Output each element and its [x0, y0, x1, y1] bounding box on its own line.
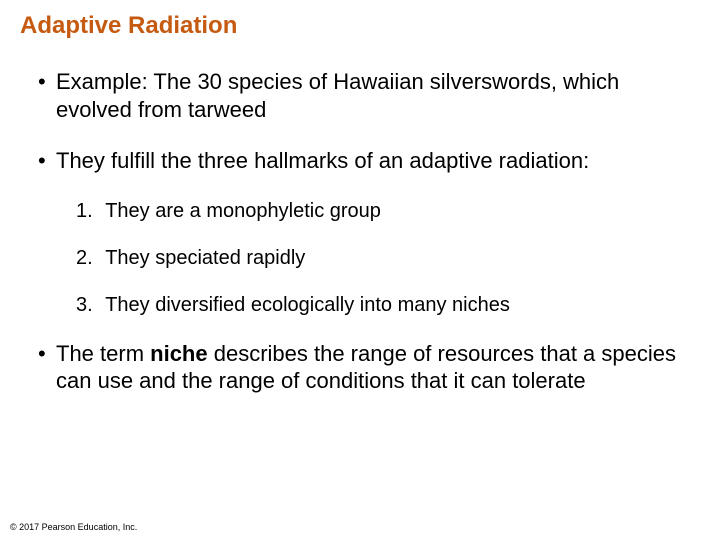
numbered-text: They diversified ecologically into many …: [105, 294, 510, 316]
numbered-item-3: 3. They diversified ecologically into ma…: [76, 293, 700, 318]
numbered-text: They are a monophyletic group: [105, 200, 381, 222]
bullet-hallmarks: They fulfill the three hallmarks of an a…: [38, 147, 700, 175]
niche-bold: niche: [150, 341, 207, 366]
numbered-item-1: 1. They are a monophyletic group: [76, 199, 700, 224]
numbered-text: They speciated rapidly: [105, 247, 305, 269]
slide-container: Adaptive Radiation Example: The 30 speci…: [0, 0, 720, 540]
slide-title: Adaptive Radiation: [20, 12, 700, 40]
bullet-niche: The term niche describes the range of re…: [38, 340, 700, 395]
bullet-example: Example: The 30 species of Hawaiian silv…: [38, 68, 700, 123]
copyright-text: © 2017 Pearson Education, Inc.: [10, 522, 137, 532]
number-label: 1.: [76, 199, 100, 224]
number-label: 2.: [76, 246, 100, 271]
numbered-item-2: 2. They speciated rapidly: [76, 246, 700, 271]
number-label: 3.: [76, 293, 100, 318]
niche-text-pre: The term: [56, 341, 150, 366]
